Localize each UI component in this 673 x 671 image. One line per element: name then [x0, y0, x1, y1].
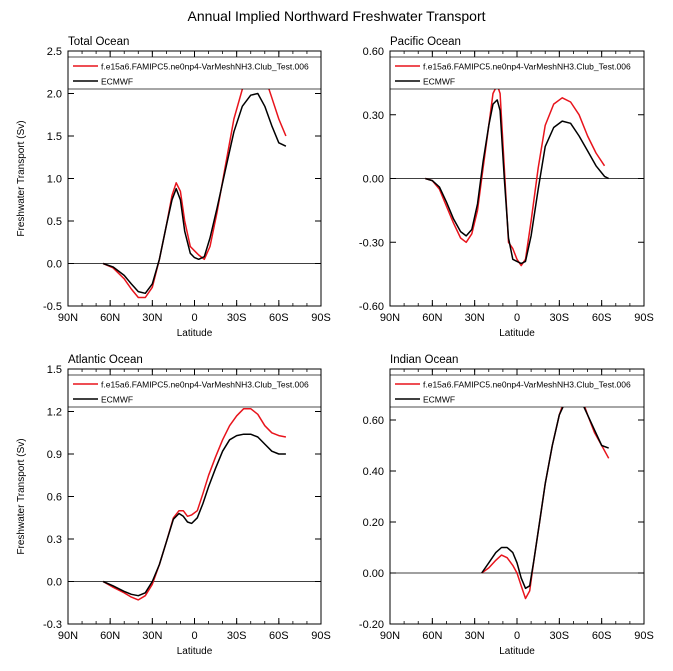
y-tick-label: 1.2	[47, 407, 62, 419]
x-tick-label: 60S	[592, 312, 612, 324]
legend-label: f.e15a6.FAMIPC5.ne0np4-VarMeshNH3.Club_T…	[423, 380, 631, 390]
x-tick-label: 90N	[58, 630, 78, 642]
y-tick-label: 0.40	[363, 466, 384, 478]
x-tick-label: 30N	[142, 312, 162, 324]
x-tick-label: 30N	[465, 312, 485, 324]
x-tick-label: 90N	[380, 312, 400, 324]
x-tick-label: 30N	[142, 630, 162, 642]
x-tick-label: 30S	[550, 312, 570, 324]
x-tick-label: 90S	[311, 312, 331, 324]
y-tick-label: 0.0	[47, 577, 62, 589]
y-tick-label: 0.60	[363, 46, 384, 58]
x-tick-label: 0	[191, 312, 197, 324]
y-tick-label: 1.5	[47, 131, 62, 143]
series-line	[481, 393, 609, 590]
chart-panel: f.e15a6.FAMIPC5.ne0np4-VarMeshNH3.Club_T…	[16, 36, 331, 339]
x-tick-label: 60N	[100, 312, 120, 324]
y-tick-label: 0.20	[363, 517, 384, 529]
y-axis-label: Freshwater Transport (Sv)	[16, 120, 27, 236]
y-tick-label: 0.5	[47, 216, 62, 228]
x-axis-label: Latitude	[499, 328, 535, 339]
y-tick-label: -0.60	[359, 301, 384, 313]
y-tick-label: 0.30	[363, 110, 384, 122]
legend-box	[389, 56, 645, 90]
x-tick-label: 30N	[465, 630, 485, 642]
y-tick-label: 1.0	[47, 174, 62, 186]
y-tick-label: -0.3	[43, 619, 62, 631]
x-tick-label: 60S	[269, 312, 289, 324]
x-tick-label: 60S	[592, 630, 612, 642]
y-tick-label: 1.5	[47, 364, 62, 376]
chart-panel: f.e15a6.FAMIPC5.ne0np4-VarMeshNH3.Club_T…	[359, 354, 654, 657]
x-axis-label: Latitude	[177, 328, 213, 339]
x-tick-label: 90N	[58, 312, 78, 324]
legend-label: f.e15a6.FAMIPC5.ne0np4-VarMeshNH3.Club_T…	[423, 62, 631, 72]
series-line	[102, 433, 286, 597]
y-tick-label: -0.30	[359, 237, 384, 249]
panel-title: Indian Ocean	[390, 354, 458, 366]
legend-label: f.e15a6.FAMIPC5.ne0np4-VarMeshNH3.Club_T…	[101, 380, 309, 390]
chart-panel: f.e15a6.FAMIPC5.ne0np4-VarMeshNH3.Club_T…	[16, 354, 331, 657]
x-tick-label: 90N	[380, 630, 400, 642]
x-tick-label: 90S	[311, 630, 331, 642]
series-line	[102, 67, 287, 299]
legend: f.e15a6.FAMIPC5.ne0np4-VarMeshNH3.Club_T…	[67, 56, 322, 90]
x-tick-label: 60N	[100, 630, 120, 642]
legend: f.e15a6.FAMIPC5.ne0np4-VarMeshNH3.Club_T…	[389, 56, 645, 90]
legend-label: ECMWF	[101, 77, 133, 87]
y-tick-label: 0.6	[47, 492, 62, 504]
x-tick-label: 90S	[634, 312, 654, 324]
figure-title: Annual Implied Northward Freshwater Tran…	[187, 8, 486, 24]
y-tick-label: -0.20	[359, 619, 384, 631]
series-line	[425, 99, 610, 265]
y-axis-label: Freshwater Transport (Sv)	[16, 438, 27, 554]
x-tick-label: 60N	[422, 630, 442, 642]
y-tick-label: 0.9	[47, 449, 62, 461]
x-tick-label: 0	[514, 312, 520, 324]
x-tick-label: 60S	[269, 630, 289, 642]
x-tick-label: 0	[514, 630, 520, 642]
x-axis-label: Latitude	[177, 646, 213, 657]
series-line	[425, 84, 606, 267]
chart-panel: f.e15a6.FAMIPC5.ne0np4-VarMeshNH3.Club_T…	[359, 36, 654, 339]
x-tick-label: 30S	[550, 630, 570, 642]
legend-label: ECMWF	[423, 77, 455, 87]
legend-label: f.e15a6.FAMIPC5.ne0np4-VarMeshNH3.Club_T…	[101, 62, 309, 72]
x-tick-label: 60N	[422, 312, 442, 324]
x-tick-label: 30S	[227, 630, 247, 642]
legend: f.e15a6.FAMIPC5.ne0np4-VarMeshNH3.Club_T…	[67, 374, 322, 408]
series-line	[102, 407, 287, 601]
x-tick-label: 0	[191, 630, 197, 642]
y-tick-label: 0.60	[363, 415, 384, 427]
y-tick-label: 0.00	[363, 568, 384, 580]
panel-title: Total Ocean	[68, 36, 129, 48]
y-tick-label: 2.5	[47, 46, 62, 58]
x-axis-label: Latitude	[499, 646, 535, 657]
y-tick-label: 0.00	[363, 174, 384, 186]
x-tick-label: 30S	[227, 312, 247, 324]
legend-label: ECMWF	[101, 395, 133, 405]
y-tick-label: 2.0	[47, 89, 62, 101]
panel-title: Pacific Ocean	[390, 36, 461, 48]
legend-box	[67, 56, 322, 90]
y-tick-label: -0.5	[43, 301, 62, 313]
legend-label: ECMWF	[423, 395, 455, 405]
panel-title: Atlantic Ocean	[68, 354, 143, 366]
y-tick-label: 0.3	[47, 534, 62, 546]
legend-box	[67, 374, 322, 408]
series-line	[102, 92, 287, 295]
y-tick-label: 0.0	[47, 259, 62, 271]
legend: f.e15a6.FAMIPC5.ne0np4-VarMeshNH3.Club_T…	[389, 374, 645, 408]
legend-box	[389, 374, 645, 408]
x-tick-label: 90S	[634, 630, 654, 642]
